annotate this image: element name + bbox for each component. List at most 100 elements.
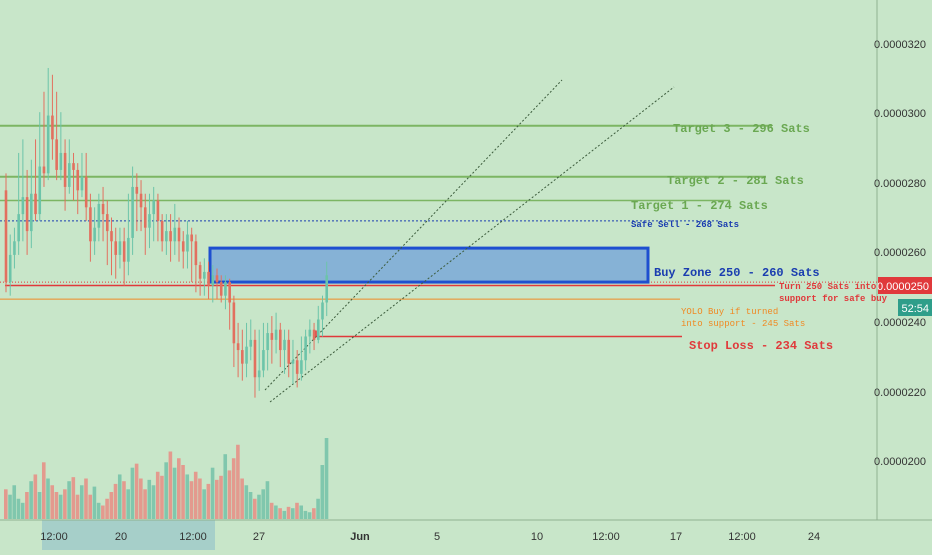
countdown-tag	[898, 299, 932, 316]
volume-bar	[37, 492, 42, 519]
y-tick-label: 0.0000260	[874, 247, 926, 259]
candle-body	[148, 214, 151, 228]
x-axis-highlight	[42, 520, 215, 550]
volume-bar	[58, 494, 63, 519]
volume-bar	[54, 492, 59, 519]
volume-bar	[117, 474, 122, 519]
volume-bar	[189, 481, 194, 519]
candle-body	[143, 207, 147, 228]
candle-body	[245, 346, 248, 364]
volume-bar	[63, 489, 67, 519]
candle-body	[253, 339, 257, 378]
volume-bar	[210, 467, 215, 519]
candle-body	[215, 275, 219, 283]
volume-bar	[96, 502, 101, 519]
volume-bar	[282, 510, 287, 519]
candle-body	[84, 176, 88, 208]
candle-body	[131, 186, 134, 238]
candle-body	[219, 282, 223, 296]
candle-body	[262, 350, 265, 371]
volume-bar	[248, 492, 253, 519]
volume-bar	[295, 502, 299, 519]
volume-bar	[16, 498, 21, 519]
volume-bar	[265, 481, 270, 519]
candle-body	[181, 241, 185, 252]
candle-body	[274, 329, 278, 340]
volume-bar	[88, 494, 92, 519]
x-tick-label: 24	[808, 531, 820, 543]
volume-bar	[299, 505, 303, 519]
volume-bar	[139, 478, 143, 519]
candle-body	[118, 241, 122, 255]
volume-bar	[244, 485, 249, 519]
x-tick-label: Jun	[350, 531, 370, 543]
candle-body	[89, 207, 92, 242]
target3-label: Target 3 - 296 Sats	[673, 122, 810, 136]
candle-body	[177, 227, 181, 242]
candle-body	[211, 275, 215, 286]
candle-body	[241, 350, 244, 364]
volume-bar	[147, 479, 152, 519]
channel-lower-line	[269, 86, 675, 403]
candle-body	[325, 275, 329, 303]
turn-note-line1: Turn 250 Sats into	[779, 282, 876, 292]
candle-body	[165, 231, 168, 242]
volume-bar	[274, 505, 278, 519]
volume-bar	[84, 478, 88, 519]
volume-bar	[181, 465, 185, 519]
volume-bar	[41, 462, 46, 519]
x-tick-label: 20	[115, 531, 127, 543]
volume-bar	[92, 486, 97, 519]
candle-body	[312, 329, 316, 340]
candle-body	[135, 186, 139, 194]
volume-bar	[278, 508, 282, 519]
y-tick-label: 0.0000240	[874, 317, 926, 329]
volume-bars	[4, 438, 329, 519]
candle-body	[76, 169, 80, 191]
volume-bar	[240, 478, 244, 519]
volume-bar	[33, 474, 38, 519]
volume-bar	[236, 444, 240, 519]
candle-body	[42, 166, 46, 174]
price-tag-label: 0.0000250	[877, 281, 929, 293]
candle-body	[38, 166, 42, 215]
yolo-label-line1: YOLO Buy if turned	[681, 307, 778, 317]
candle-body	[186, 234, 189, 252]
volume-bar	[231, 458, 236, 519]
volume-bar	[71, 477, 76, 519]
volume-bar	[206, 483, 211, 519]
safe-sell-label: Safe Sell - 268 Sats	[631, 220, 739, 230]
volume-bar	[155, 471, 160, 519]
volume-bar	[164, 462, 168, 519]
candle-body	[21, 197, 25, 215]
candle-body	[249, 339, 253, 347]
volume-bar	[25, 492, 29, 519]
volume-bar	[286, 506, 291, 519]
y-tick-label: 0.0000200	[874, 456, 926, 468]
volume-bar	[46, 478, 50, 519]
candle-body	[34, 193, 37, 215]
candle-body	[25, 197, 29, 232]
x-tick-label: 12:00	[179, 531, 207, 543]
volume-bar	[312, 508, 316, 519]
candle-body	[198, 265, 202, 279]
volume-bar	[252, 498, 257, 519]
volume-bar	[8, 494, 12, 519]
candle-body	[194, 241, 198, 266]
yolo-label-line2: into support - 245 Sats	[681, 319, 805, 329]
candle-body	[169, 231, 172, 242]
x-tick-label: 5	[434, 531, 440, 543]
volume-bar	[160, 475, 164, 519]
buy-zone-box[interactable]	[208, 246, 650, 284]
candle-body	[228, 282, 231, 303]
candle-body	[127, 237, 130, 262]
candle-body	[114, 241, 118, 255]
candle-body	[270, 333, 274, 340]
candle-body	[207, 271, 210, 286]
volume-bar	[307, 512, 312, 519]
target2-label: Target 2 - 281 Sats	[667, 174, 804, 188]
candle-body	[316, 319, 320, 340]
candle-body	[279, 329, 282, 351]
